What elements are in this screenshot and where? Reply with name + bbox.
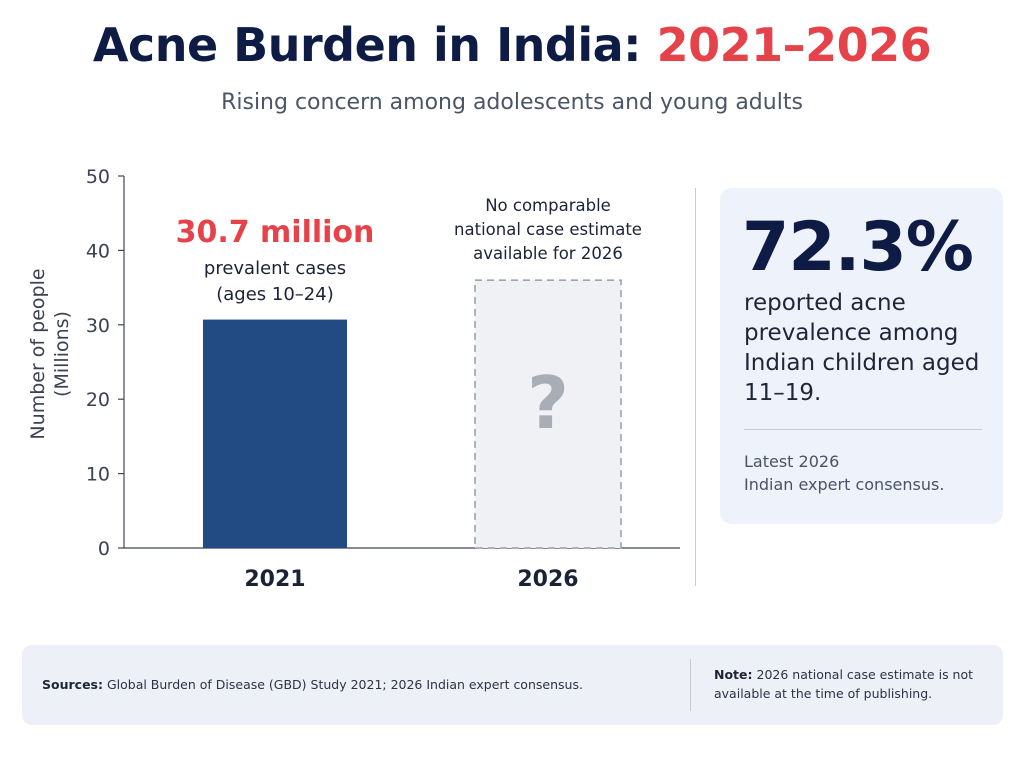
y-axis-title-line-2: (Millions)	[51, 311, 73, 397]
chart-marks	[203, 279, 622, 549]
sources-label: Sources:	[42, 677, 103, 692]
page-title: Acne Burden in India: 2021–2026	[0, 18, 1024, 72]
y-tick-label: 10	[86, 464, 110, 486]
stat-source-line-1: Latest 2026	[744, 452, 840, 471]
stat-source-line-2: Indian expert consensus.	[744, 475, 945, 494]
footer-sources: Sources: Global Burden of Disease (GBD) …	[42, 677, 583, 692]
bar-value-label: 30.7 million	[176, 215, 375, 250]
stat-source: Latest 2026 Indian expert consensus.	[744, 450, 984, 496]
y-tick-label: 30	[86, 315, 110, 337]
footer-divider	[690, 659, 691, 711]
footer-panel: Sources: Global Burden of Disease (GBD) …	[22, 645, 1003, 725]
y-tick-label: 20	[86, 389, 110, 411]
section-divider	[695, 188, 696, 586]
placeholder-annotation-line-3: available for 2026	[473, 244, 623, 263]
sources-text: Global Burden of Disease (GBD) Study 202…	[102, 677, 583, 692]
y-axis-title-line-1: Number of people	[27, 268, 49, 439]
bar-2021	[203, 319, 347, 548]
stat-description: reported acne prevalence among Indian ch…	[744, 290, 980, 406]
bar-annotation-line-1: prevalent cases	[204, 258, 346, 279]
placeholder-bar-2026	[474, 279, 622, 549]
chart-labels: 2021 2026? 30.7 million prevalent cases (age…	[176, 196, 642, 592]
page-subtitle: Rising concern among adolescents and you…	[221, 90, 803, 115]
y-tick-label: 0	[98, 538, 110, 560]
bar-chart: 0 10 20 30 40 50 Number of people (Millions) 20…	[27, 166, 680, 592]
chart-axes: 0 10 20 30 40 50 Number of people (Millions)	[27, 166, 680, 560]
bar-annotation-line-2: (ages 10–24)	[216, 284, 333, 305]
y-axis-title: Number of people (Millions)	[27, 268, 73, 439]
title-accent: 2021–2026	[656, 18, 932, 72]
note-text: 2026 national case estimate is not avail…	[714, 667, 974, 701]
x-tick-label: 2026	[517, 567, 578, 592]
placeholder-annotation-line-1: No comparable	[485, 196, 611, 215]
stat-value: 72.3%	[742, 208, 974, 287]
footer-note: Note: 2026 national case estimate is not…	[714, 665, 989, 703]
stat-card-divider	[744, 429, 982, 430]
stat-card: 72.3% reported acne prevalence among Ind…	[720, 188, 1003, 524]
y-tick-label: 40	[86, 240, 110, 262]
y-tick-label: 50	[86, 166, 110, 188]
placeholder-annotation-line-2: national case estimate	[454, 220, 642, 239]
question-mark-icon: ?	[527, 361, 569, 445]
title-main: Acne Burden in India:	[92, 18, 657, 72]
x-tick-label: 2021	[244, 567, 305, 592]
note-label: Note:	[714, 667, 753, 682]
